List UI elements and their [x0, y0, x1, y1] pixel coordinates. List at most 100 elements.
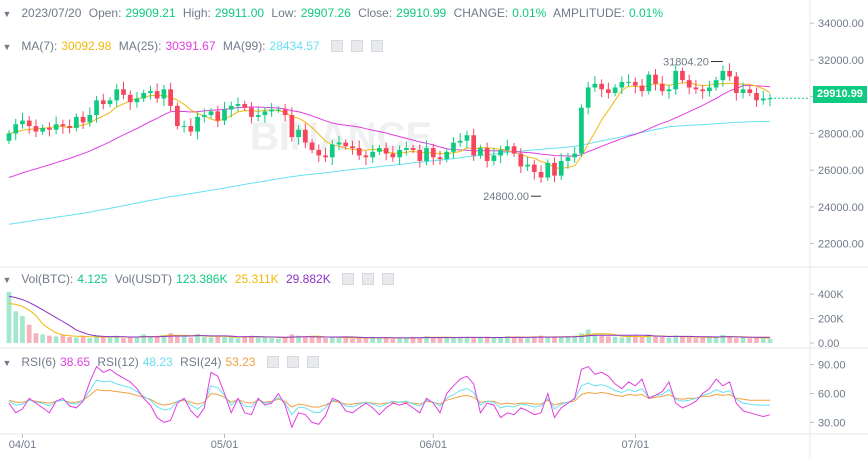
close-icon[interactable] [370, 40, 383, 52]
candle-body [451, 142, 456, 152]
volume-bar [430, 338, 436, 343]
candle-body [67, 126, 72, 128]
candle-body [565, 157, 571, 161]
ma25-line [8, 84, 771, 178]
candle-body [498, 149, 503, 156]
price-tick-label: 34000.00 [818, 18, 864, 30]
rsi-legend: ▼ RSI(6) 38.65 RSI(12) 48.23 RSI(24) 53.23 [0, 355, 323, 370]
candle-body [87, 115, 93, 123]
candle-body [619, 81, 625, 88]
hide-icon[interactable] [350, 40, 363, 52]
candle-body [73, 116, 79, 128]
volume-bar [666, 337, 672, 343]
candle-body [558, 160, 564, 176]
volume-bar [720, 335, 726, 343]
volume-legend: ▼ Vol(BTC): 4.125 Vol(USDT) 123.386K 25.31… [0, 272, 398, 287]
collapse-arrow-icon[interactable]: ▼ [2, 275, 12, 285]
candle-body [363, 155, 369, 158]
collapse-arrow-icon[interactable]: ▼ [2, 42, 12, 52]
hide-icon[interactable] [362, 273, 375, 285]
volume-bar [619, 337, 625, 343]
candle-body [639, 85, 645, 92]
volume-bar [451, 338, 456, 343]
candle-body [80, 116, 86, 123]
candle-body [195, 116, 200, 132]
volume-bar [13, 311, 19, 343]
settings-icon[interactable] [342, 273, 355, 285]
collapse-arrow-icon[interactable]: ▼ [2, 9, 12, 19]
candle-body [491, 155, 497, 161]
candle-body [40, 127, 46, 132]
candle-body [504, 146, 510, 150]
candle-body [707, 87, 712, 92]
volume-bar [511, 336, 517, 343]
rsi12-value: 48.23 [142, 355, 173, 369]
candle-body [457, 140, 463, 143]
volume-bar [410, 336, 416, 343]
high-value: 29911.00 [214, 6, 265, 20]
candle-body [403, 148, 409, 150]
volume-tick-label: 400K [818, 289, 844, 301]
high-annotation: 31804.20 [663, 57, 709, 69]
close-icon[interactable] [382, 273, 395, 285]
volume-bar [154, 336, 160, 343]
candle-body [329, 144, 335, 158]
rsi12-line [8, 379, 770, 416]
volume-bar [403, 338, 409, 343]
candle-body [606, 89, 611, 93]
candle-body [336, 142, 342, 145]
volume-bar [6, 291, 12, 343]
vol-btc-value: 4.125 [77, 272, 108, 286]
volume-tick-label: 0.00 [818, 338, 839, 350]
volume-bar [350, 338, 355, 343]
volume-bar [26, 324, 32, 343]
settings-icon[interactable] [266, 356, 279, 368]
volume-bar [478, 337, 483, 343]
ma-legend: ▼ MA(7): 30092.98 MA(25): 30391.67 MA(99):… [0, 39, 387, 54]
volume-bar [175, 335, 180, 343]
volume-bar [693, 338, 699, 343]
volume-bar [100, 337, 106, 343]
candle-body [390, 153, 396, 158]
candle-body [464, 135, 470, 141]
volume-bar [296, 335, 301, 343]
volume-bar [760, 338, 766, 343]
candle-body [215, 111, 221, 121]
volume-bar [282, 337, 288, 343]
settings-icon[interactable] [330, 40, 343, 52]
candle-body [168, 89, 173, 106]
candle-body [430, 148, 436, 158]
close-value: 29910.99 [396, 6, 447, 20]
volume-bar [249, 335, 254, 343]
candle-body [107, 100, 113, 105]
hide-icon[interactable] [286, 356, 299, 368]
volume-bar [659, 336, 665, 343]
volume-bar [276, 338, 281, 343]
candle-body [296, 129, 301, 138]
vol-usdt-value: 123.386K [176, 272, 228, 286]
volume-ma-line [8, 303, 771, 339]
volume-bar [114, 335, 120, 343]
price-tick-label: 22000.00 [818, 239, 864, 251]
volume-bar [518, 337, 524, 343]
open-value: 29909.21 [125, 6, 176, 20]
candle-body [134, 98, 140, 103]
volume-bar [215, 335, 221, 343]
candle-body [53, 124, 59, 130]
volume-bar [606, 336, 611, 343]
candle-body [713, 80, 719, 88]
rsi-tick-label: 30.00 [818, 417, 846, 429]
candle-body [693, 87, 699, 90]
volume-bar [134, 336, 140, 343]
collapse-arrow-icon[interactable]: ▼ [2, 358, 12, 368]
volume-bar [94, 336, 99, 343]
volume-bar [740, 337, 746, 343]
candle-body [343, 142, 349, 147]
candle-body [727, 70, 732, 77]
volume-bar [612, 336, 618, 343]
candle-body [397, 149, 402, 158]
close-icon[interactable] [306, 356, 319, 368]
candle-body [626, 81, 631, 83]
